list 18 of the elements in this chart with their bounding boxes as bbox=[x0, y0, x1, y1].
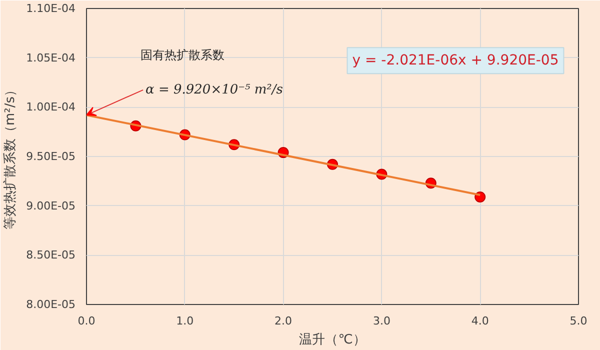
x-tick-label: 1.0 bbox=[176, 314, 194, 328]
x-tick-label: 5.0 bbox=[570, 314, 588, 328]
y-tick-label: 8.00E-05 bbox=[26, 298, 76, 311]
annotation: 固有热扩散系数 bbox=[140, 48, 225, 62]
x-axis-title: 温升（℃） bbox=[299, 332, 366, 348]
y-tick-label: 9.50E-05 bbox=[26, 150, 76, 163]
x-tick-label: 2.0 bbox=[274, 314, 292, 328]
y-tick-label: 1.05E-04 bbox=[26, 51, 76, 64]
x-tick-label: 0.0 bbox=[78, 314, 96, 328]
y-tick-label: 9.00E-05 bbox=[26, 199, 76, 212]
y-tick-label: 1.00E-04 bbox=[26, 100, 76, 114]
x-tick-label: 3.0 bbox=[372, 314, 390, 328]
y-tick-label: 8.50E-05 bbox=[26, 248, 76, 262]
y-tick-label: 1.10E-04 bbox=[26, 2, 76, 15]
y-axis-title: 等效热扩散系数（m²/s） bbox=[3, 83, 18, 230]
annotation: y = -2.021E-06x + 9.920E-05 bbox=[352, 52, 559, 69]
annotation: α = 9.920×10⁻⁵ m²/s bbox=[146, 82, 284, 98]
x-tick-label: 4.0 bbox=[471, 314, 489, 328]
